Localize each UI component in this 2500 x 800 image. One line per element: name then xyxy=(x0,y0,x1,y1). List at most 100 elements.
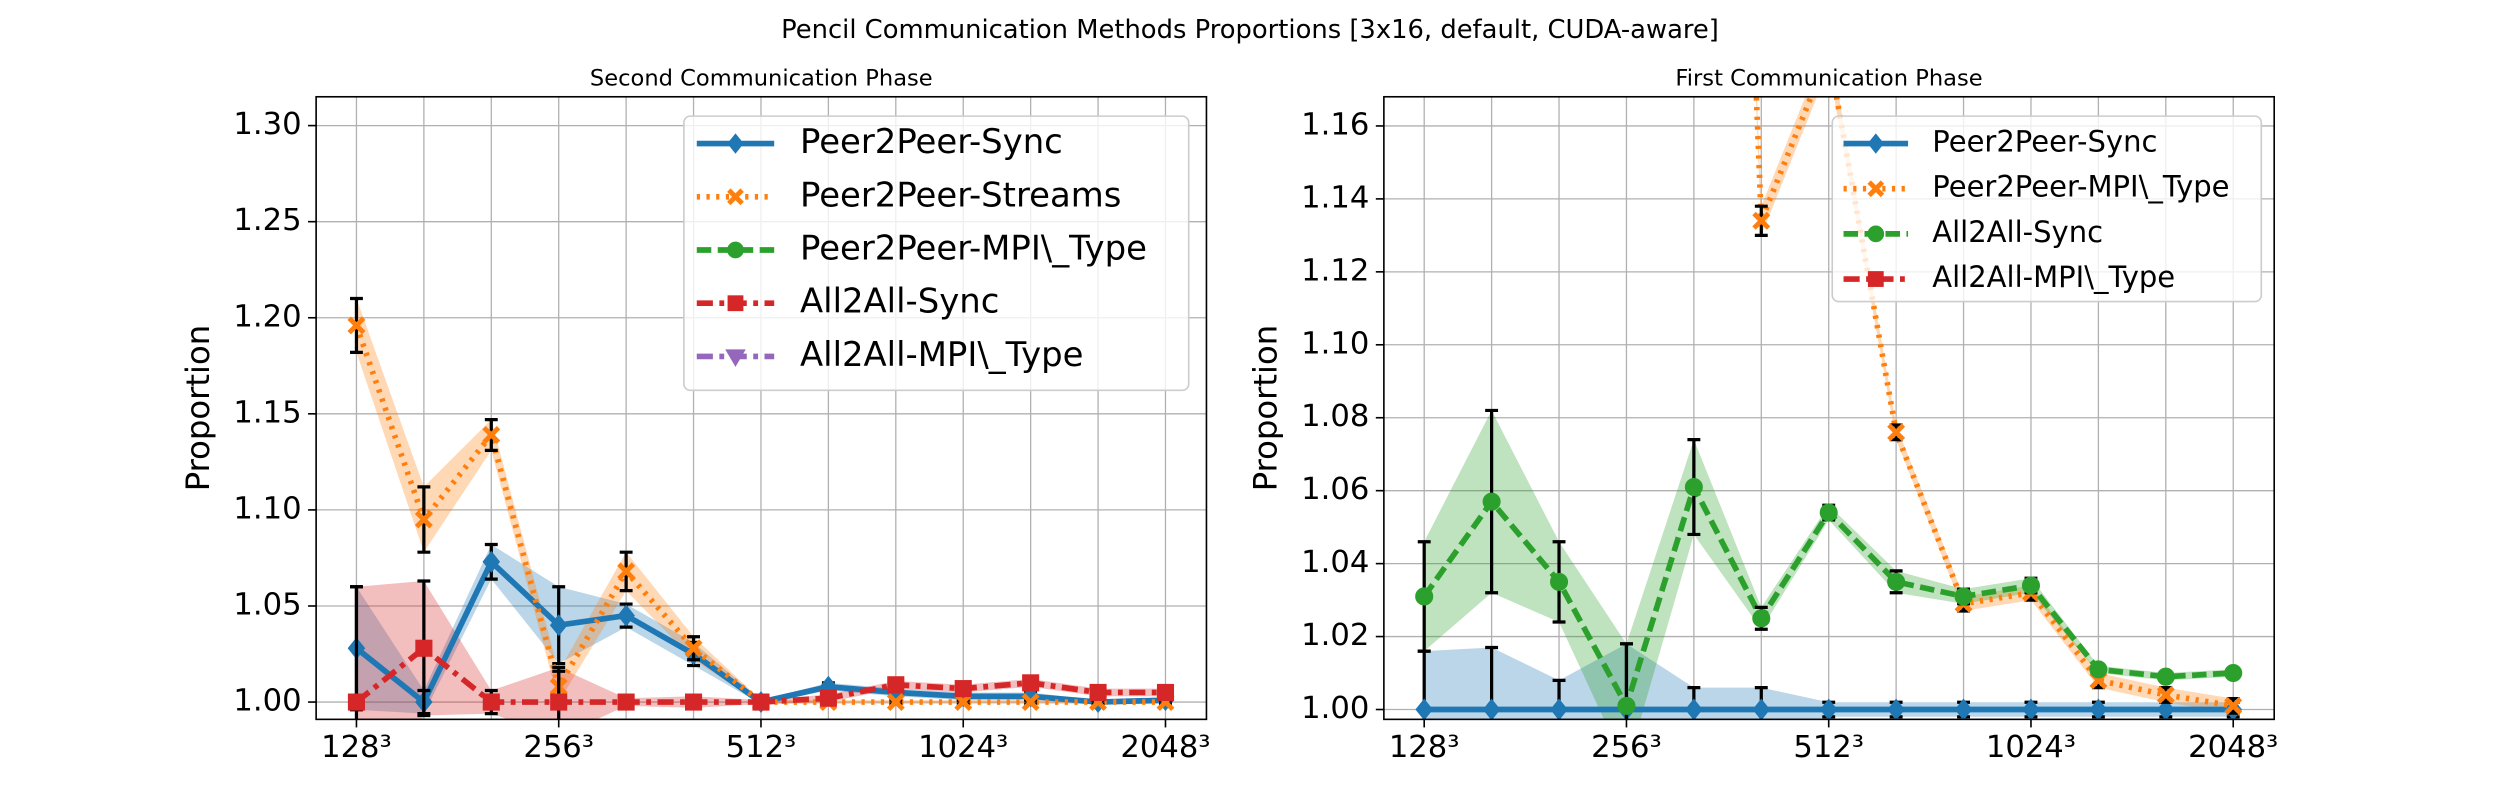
y-tick-label: 1.10 xyxy=(1301,326,1369,361)
y-tick-label: 1.04 xyxy=(1301,545,1369,580)
x-tick-label: 512³ xyxy=(1793,730,1864,765)
y-tick-label: 1.10 xyxy=(233,491,301,526)
marker xyxy=(685,693,703,711)
x-tick-label: 1024³ xyxy=(1986,730,2076,765)
y-tick-label: 1.06 xyxy=(1301,472,1369,507)
marker xyxy=(954,680,972,698)
marker xyxy=(1752,609,1771,628)
x-tick-label: 128³ xyxy=(321,730,392,765)
marker xyxy=(727,295,744,312)
y-tick-label: 1.05 xyxy=(233,587,301,622)
axes-frame xyxy=(1383,95,2275,721)
x-tick-label: 1024³ xyxy=(918,730,1008,765)
y-tick-label: 1.12 xyxy=(1301,253,1369,288)
y-tick-label: 1.30 xyxy=(233,107,301,142)
legend-label: Peer2Peer-Sync xyxy=(1932,125,2157,159)
legend-marker xyxy=(1867,133,1884,154)
legend-label: Peer2Peer-Streams xyxy=(800,175,1121,214)
y-tick-label: 1.16 xyxy=(1301,107,1369,142)
marker xyxy=(1819,503,1838,522)
marker xyxy=(347,316,366,335)
y-axis-label: Proportion xyxy=(179,325,217,491)
y-tick-label: 1.08 xyxy=(1301,399,1369,434)
marker xyxy=(549,614,568,637)
marker xyxy=(886,693,905,712)
x-tick-label: 512³ xyxy=(726,730,797,765)
marker xyxy=(617,693,635,711)
marker xyxy=(550,693,568,711)
subplot-title: Second Communication Phase xyxy=(590,66,933,92)
marker xyxy=(1867,133,1884,154)
legend-label: All2All-MPI\_Type xyxy=(800,335,1083,374)
y-axis-label: Proportion xyxy=(1247,325,1285,491)
marker xyxy=(2224,664,2243,683)
marker xyxy=(727,133,744,154)
legend-marker xyxy=(725,349,746,367)
marker xyxy=(2021,576,2040,595)
marker xyxy=(482,425,501,444)
legend-marker xyxy=(727,295,744,312)
y-tick-label: 1.15 xyxy=(233,395,301,430)
marker xyxy=(725,349,746,367)
marker xyxy=(1887,572,1906,591)
marker xyxy=(727,188,744,206)
marker xyxy=(617,604,635,627)
marker xyxy=(1684,477,1703,497)
marker xyxy=(1867,271,1884,287)
marker xyxy=(684,639,703,658)
legend-marker xyxy=(1867,225,1885,243)
legend-box xyxy=(683,115,1190,392)
x-tick-label: 2048³ xyxy=(1120,730,1210,765)
x-tick-label: 128³ xyxy=(1389,730,1460,765)
legend-label: All2All-Sync xyxy=(1932,215,2103,249)
marker xyxy=(414,510,433,529)
axes-frame xyxy=(315,95,1208,721)
marker xyxy=(1022,674,1040,692)
marker xyxy=(482,550,501,573)
marker xyxy=(819,689,837,707)
marker xyxy=(1867,225,1885,243)
legend-marker xyxy=(1867,271,1884,287)
legend-marker xyxy=(1867,180,1885,198)
marker xyxy=(482,693,500,711)
legend-label: All2All-MPI\_Type xyxy=(1932,260,2175,294)
plot-area xyxy=(347,296,1175,720)
marker xyxy=(2156,685,2175,704)
legend-label: All2All-Sync xyxy=(800,282,999,321)
marker xyxy=(1021,693,1040,712)
legend-label: Peer2Peer-MPI\_Type xyxy=(1932,170,2229,204)
marker xyxy=(347,693,365,711)
x-tick-label: 2048³ xyxy=(2188,730,2278,765)
y-tick-label: 1.02 xyxy=(1301,618,1369,653)
y-tick-label: 1.14 xyxy=(1301,180,1369,215)
marker xyxy=(1415,587,1434,606)
figure-title: Pencil Communication Methods Proportions… xyxy=(781,15,1719,45)
marker xyxy=(1867,180,1885,198)
marker xyxy=(954,693,973,712)
marker xyxy=(1887,423,1906,442)
error-band xyxy=(1424,410,2234,720)
x-tick-label: 256³ xyxy=(523,730,594,765)
marker xyxy=(1089,683,1107,702)
legend-marker xyxy=(727,188,744,206)
marker xyxy=(1617,696,1636,715)
y-tick-label: 1.00 xyxy=(1301,691,1369,726)
marker xyxy=(1021,685,1040,708)
marker xyxy=(415,639,433,657)
marker xyxy=(1156,683,1175,702)
marker xyxy=(2089,660,2108,679)
y-tick-label: 1.20 xyxy=(233,299,301,334)
marker xyxy=(887,676,905,694)
plot-area xyxy=(1415,38,2243,720)
marker xyxy=(1550,572,1569,591)
legend-label: Peer2Peer-MPI\_Type xyxy=(800,229,1147,268)
y-tick-label: 1.00 xyxy=(233,684,301,719)
legend-marker xyxy=(727,241,744,259)
marker xyxy=(1821,46,1836,61)
legend-label: Peer2Peer-Sync xyxy=(800,122,1063,161)
marker xyxy=(727,241,744,259)
error-bar xyxy=(1822,38,1835,67)
x-tick-label: 256³ xyxy=(1591,730,1662,765)
legend-marker xyxy=(727,133,744,154)
